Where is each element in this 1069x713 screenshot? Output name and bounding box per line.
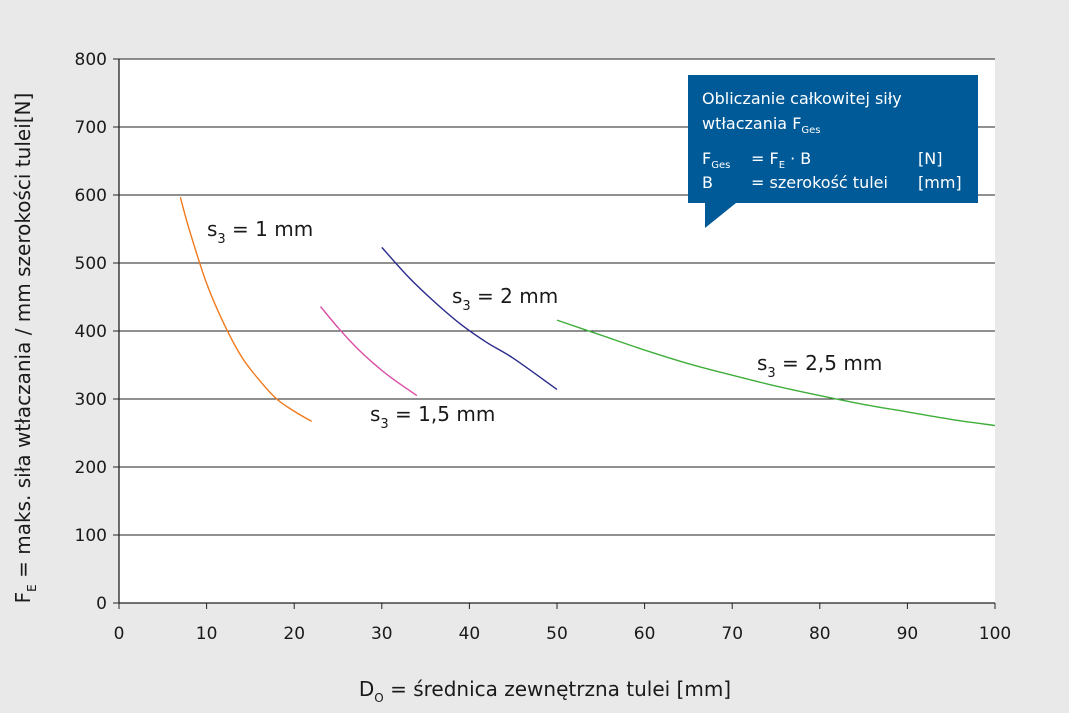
y-tick-label: 300 xyxy=(75,390,107,410)
x-tick-label: 70 xyxy=(721,624,743,644)
info-box-title-line2: wtłaczania FGes xyxy=(702,114,821,136)
series-line-3 xyxy=(556,319,996,427)
series-line-1 xyxy=(319,306,418,397)
series-line-2 xyxy=(381,246,558,391)
series-line-0 xyxy=(179,196,313,423)
series-label-2: s3 = 2 mm xyxy=(452,284,558,314)
series-labels: s3 = 1 mm s3 = 1,5 mm s3 = 2 mm s3 = 2,5 mm xyxy=(207,217,882,432)
x-tick-label: 30 xyxy=(371,624,393,644)
y-tick-label: 100 xyxy=(75,526,107,546)
x-tick-label: 80 xyxy=(809,624,831,644)
info-box: Obliczanie całkowitej siły wtłaczania FG… xyxy=(688,75,978,228)
x-tick-label: 20 xyxy=(283,624,305,644)
x-tick-label: 0 xyxy=(114,624,125,644)
y-tick-label: 0 xyxy=(96,594,107,614)
info-box-background xyxy=(688,75,978,203)
series-label-3: s3 = 2,5 mm xyxy=(757,351,882,381)
info-box-row2-left: B xyxy=(702,173,713,192)
x-tick-label: 10 xyxy=(196,624,218,644)
info-box-title-line1: Obliczanie całkowitej siły xyxy=(702,89,902,108)
x-axis-title: DO = średnica zewnętrzna tulei [mm] xyxy=(359,677,731,705)
series-label-1: s3 = 1,5 mm xyxy=(370,402,495,432)
info-box-row1-left: FGes xyxy=(702,149,730,171)
y-tick-label: 800 xyxy=(75,50,107,70)
info-box-pointer xyxy=(705,203,736,228)
x-tick-label: 90 xyxy=(897,624,919,644)
series-lines xyxy=(179,196,996,427)
x-tick-label: 50 xyxy=(546,624,568,644)
info-box-row1-formula: = FE · B xyxy=(751,149,811,171)
x-tick-labels: 0 10 20 30 40 50 60 70 80 90 100 xyxy=(114,624,1012,644)
info-box-row2-unit: [mm] xyxy=(918,173,962,192)
y-tick-label: 200 xyxy=(75,458,107,478)
y-axis-title: FE = maks. siła wtłaczania / mm szerokoś… xyxy=(11,93,39,604)
y-tick-label: 400 xyxy=(75,322,107,342)
x-tick-label: 100 xyxy=(979,624,1011,644)
series-label-0: s3 = 1 mm xyxy=(207,217,313,247)
y-tick-labels: 0 100 200 300 400 500 600 700 800 xyxy=(75,50,107,614)
x-tick-label: 40 xyxy=(459,624,481,644)
y-tick-label: 600 xyxy=(75,186,107,206)
axes xyxy=(113,58,996,609)
x-tick-label: 60 xyxy=(634,624,656,644)
info-box-row2-formula: = szerokość tulei xyxy=(751,173,888,192)
y-tick-label: 700 xyxy=(75,118,107,138)
y-tick-label: 500 xyxy=(75,254,107,274)
info-box-row1-unit: [N] xyxy=(918,149,942,168)
